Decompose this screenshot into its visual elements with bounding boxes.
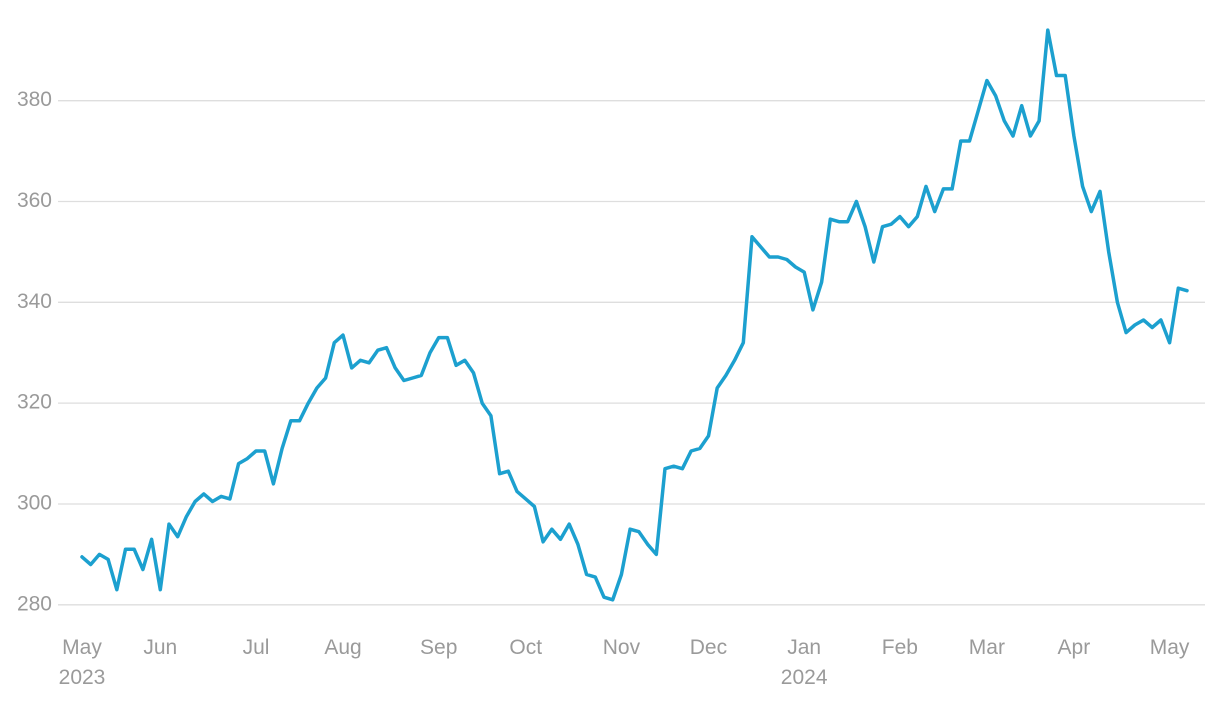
y-tick-label: 300 — [17, 492, 52, 515]
y-tick-label: 360 — [17, 189, 52, 212]
x-tick-label: Jun — [143, 636, 178, 659]
x-tick-label: May 2023 — [58, 636, 106, 689]
y-tick-label: 280 — [17, 592, 52, 615]
x-tick-label: Aug — [324, 636, 362, 659]
x-tick-label: Jul — [242, 636, 270, 659]
x-tick-label: May — [1149, 636, 1190, 659]
x-tick-label: Jan 2024 — [780, 636, 828, 689]
x-tick-label: Dec — [689, 636, 728, 659]
x-tick-label: Nov — [602, 636, 641, 659]
x-tick-label: Mar — [968, 636, 1005, 659]
y-tick-label: 380 — [17, 88, 52, 111]
y-tick-label: 320 — [17, 391, 52, 414]
x-tick-label: Oct — [509, 636, 543, 659]
x-tick-label: Feb — [881, 636, 918, 659]
price-line — [80, 28, 1189, 602]
x-tick-label: Apr — [1057, 636, 1091, 659]
y-tick-label: 340 — [17, 290, 52, 313]
x-tick-label: Sep — [420, 636, 458, 659]
